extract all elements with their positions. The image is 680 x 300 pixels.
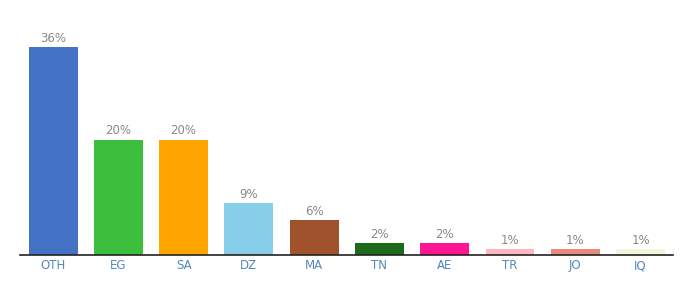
Text: 1%: 1% [500,234,520,247]
Bar [224,203,273,255]
Text: 1%: 1% [631,234,650,247]
Text: 36%: 36% [40,32,66,45]
Text: 20%: 20% [105,124,131,137]
Bar [616,249,665,255]
Bar [420,243,469,255]
Text: 9%: 9% [239,188,258,201]
Bar [94,140,143,255]
Bar [29,47,78,255]
Text: 6%: 6% [305,205,324,218]
Text: 20%: 20% [171,124,197,137]
Bar [355,243,404,255]
Text: 1%: 1% [566,234,585,247]
Bar [551,249,600,255]
Bar [290,220,339,255]
Text: 2%: 2% [435,228,454,241]
Bar [486,249,534,255]
Bar [159,140,208,255]
Text: 2%: 2% [370,228,389,241]
